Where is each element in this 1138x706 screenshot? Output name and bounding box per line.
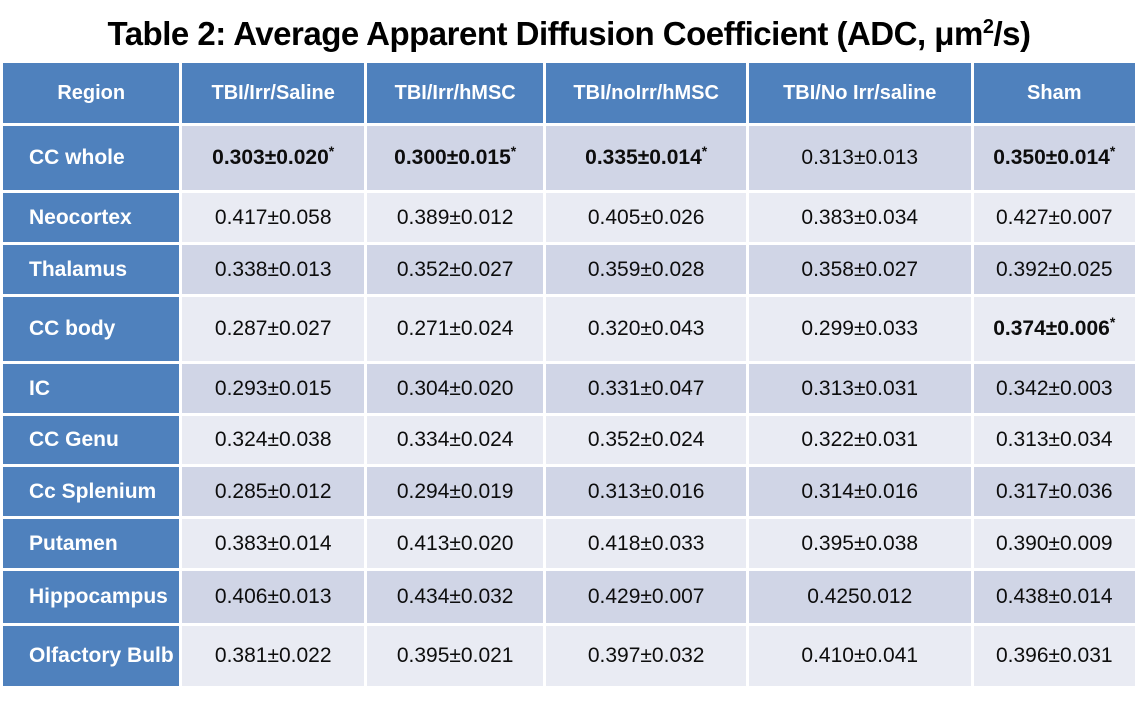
table-row: CC whole 0.303±0.020* 0.300±0.015* 0.335±0.…: [3, 126, 1135, 191]
row-header: CC body: [3, 297, 180, 362]
value-cell: 0.359±0.028: [546, 245, 746, 295]
table-row: Thalamus 0.338±0.013 0.352±0.027 0.359±0.02…: [3, 245, 1135, 295]
value-cell: 0.293±0.015: [182, 364, 364, 414]
value-cell: 0.287±0.027: [182, 297, 364, 362]
table-row: Neocortex 0.417±0.058 0.389±0.012 0.405±0.0…: [3, 193, 1135, 243]
value-cell: 0.320±0.043: [546, 297, 746, 362]
header-row: Region TBI/Irr/Saline TBI/Irr/hMSC TBI/noIr…: [3, 63, 1135, 124]
column-header: TBI/Irr/hMSC: [366, 63, 544, 124]
value-cell: 0.383±0.034: [748, 193, 971, 243]
value-cell: 0.335±0.014*: [546, 126, 746, 191]
value-cell: 0.381±0.022: [182, 626, 364, 687]
row-header: CC whole: [3, 126, 180, 191]
value-cell: 0.395±0.038: [748, 519, 971, 569]
value-cell: 0.427±0.007: [973, 193, 1135, 243]
row-header: Olfactory Bulb: [3, 626, 180, 687]
value-cell: 0.352±0.027: [366, 245, 544, 295]
value-cell: 0.350±0.014*: [973, 126, 1135, 191]
title-superscript: 2: [982, 16, 994, 38]
table-row: IC 0.293±0.015 0.304±0.020 0.331±0.047 0.313…: [3, 364, 1135, 414]
significance-asterisk: *: [1109, 314, 1116, 331]
value-cell: 0.300±0.015*: [366, 126, 544, 191]
adc-table: Region TBI/Irr/Saline TBI/Irr/hMSC TBI/noIr…: [0, 60, 1138, 689]
value-cell: 0.392±0.025: [973, 245, 1135, 295]
value-cell: 0.397±0.032: [546, 626, 746, 687]
value-cell: 0.405±0.026: [546, 193, 746, 243]
table-row: Cc Splenium 0.285±0.012 0.294±0.019 0.313±0…: [3, 467, 1135, 517]
value-cell: 0.322±0.031: [748, 416, 971, 465]
value-cell: 0.4250.012: [748, 571, 971, 624]
value-cell: 0.395±0.021: [366, 626, 544, 687]
significance-asterisk: *: [1109, 143, 1116, 160]
value-cell: 0.390±0.009: [973, 519, 1135, 569]
value-cell: 0.352±0.024: [546, 416, 746, 465]
value-cell: 0.374±0.006*: [973, 297, 1135, 362]
value-cell: 0.314±0.016: [748, 467, 971, 517]
row-header: CC Genu: [3, 416, 180, 465]
column-header: TBI/No Irr/saline: [748, 63, 971, 124]
value-cell: 0.418±0.033: [546, 519, 746, 569]
title-text: Table 2: Average Apparent Diffusion Coef…: [107, 15, 984, 52]
value-cell: 0.334±0.024: [366, 416, 544, 465]
row-header: Cc Splenium: [3, 467, 180, 517]
value-cell: 0.294±0.019: [366, 467, 544, 517]
row-header: Putamen: [3, 519, 180, 569]
row-header: Thalamus: [3, 245, 180, 295]
row-header: IC: [3, 364, 180, 414]
value-cell: 0.313±0.013: [748, 126, 971, 191]
value-cell: 0.410±0.041: [748, 626, 971, 687]
row-header: Neocortex: [3, 193, 180, 243]
value-cell: 0.434±0.032: [366, 571, 544, 624]
value-cell: 0.429±0.007: [546, 571, 746, 624]
value-cell: 0.331±0.047: [546, 364, 746, 414]
value-cell: 0.413±0.020: [366, 519, 544, 569]
value-cell: 0.417±0.058: [182, 193, 364, 243]
column-header: Sham: [973, 63, 1135, 124]
column-header: TBI/noIrr/hMSC: [546, 63, 746, 124]
value-cell: 0.358±0.027: [748, 245, 971, 295]
table-title: Table 2: Average Apparent Diffusion Coef…: [0, 0, 1138, 52]
table-row: CC Genu 0.324±0.038 0.334±0.024 0.352±0.024…: [3, 416, 1135, 465]
significance-asterisk: *: [328, 143, 335, 160]
value-cell: 0.324±0.038: [182, 416, 364, 465]
value-cell: 0.299±0.033: [748, 297, 971, 362]
column-header: TBI/Irr/Saline: [182, 63, 364, 124]
value-cell: 0.271±0.024: [366, 297, 544, 362]
value-cell: 0.285±0.012: [182, 467, 364, 517]
value-cell: 0.406±0.013: [182, 571, 364, 624]
table-row: Olfactory Bulb 0.381±0.022 0.395±0.021 0.39…: [3, 626, 1135, 687]
value-cell: 0.303±0.020*: [182, 126, 364, 191]
significance-asterisk: *: [510, 143, 517, 160]
title-suffix: /s): [993, 15, 1031, 52]
value-cell: 0.342±0.003: [973, 364, 1135, 414]
significance-asterisk: *: [701, 143, 708, 160]
value-cell: 0.317±0.036: [973, 467, 1135, 517]
row-header: Hippocampus: [3, 571, 180, 624]
table-row: Putamen 0.383±0.014 0.413±0.020 0.418±0.033…: [3, 519, 1135, 569]
value-cell: 0.313±0.034: [973, 416, 1135, 465]
table-row: Hippocampus 0.406±0.013 0.434±0.032 0.429±0…: [3, 571, 1135, 624]
value-cell: 0.396±0.031: [973, 626, 1135, 687]
value-cell: 0.338±0.013: [182, 245, 364, 295]
value-cell: 0.389±0.012: [366, 193, 544, 243]
value-cell: 0.438±0.014: [973, 571, 1135, 624]
value-cell: 0.304±0.020: [366, 364, 544, 414]
value-cell: 0.313±0.031: [748, 364, 971, 414]
value-cell: 0.313±0.016: [546, 467, 746, 517]
column-header-region: Region: [3, 63, 180, 124]
table-row: CC body 0.287±0.027 0.271±0.024 0.320±0.043…: [3, 297, 1135, 362]
value-cell: 0.383±0.014: [182, 519, 364, 569]
